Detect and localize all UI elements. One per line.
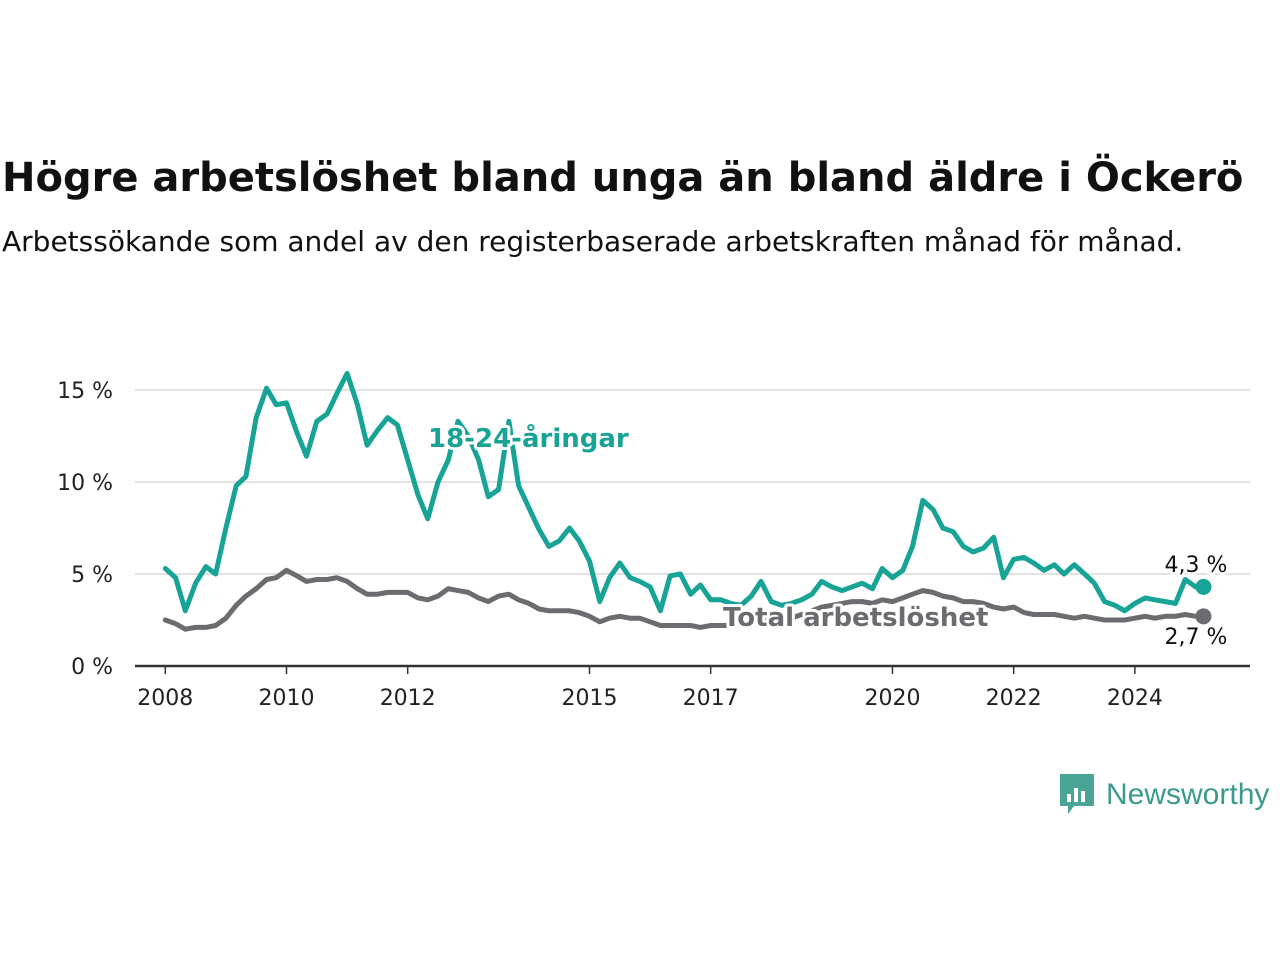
end-value-label-total: 2,7 % bbox=[1165, 625, 1228, 650]
series-line-total bbox=[162, 567, 1198, 632]
y-tick-label: 5 % bbox=[71, 563, 113, 588]
series-endpoint-youth bbox=[1195, 578, 1212, 595]
series-label-total: Total arbetslöshet bbox=[723, 603, 988, 633]
chart-title: Högre arbetslöshet bland unga än bland ä… bbox=[2, 155, 1244, 201]
x-tick-label: 2020 bbox=[864, 686, 920, 711]
series-endpoint-total bbox=[1195, 608, 1212, 625]
x-tick-label: 2017 bbox=[683, 686, 739, 711]
brand-name: Newsworthy bbox=[1106, 778, 1270, 811]
y-tick-label: 15 % bbox=[57, 379, 113, 404]
grid-lines bbox=[135, 389, 1250, 575]
x-tick-label: 2008 bbox=[137, 686, 193, 711]
series-label-youth: 18-24-åringar bbox=[428, 422, 629, 454]
x-tick-label: 2015 bbox=[561, 686, 617, 711]
x-tick-label: 2010 bbox=[258, 686, 314, 711]
newsworthy-logo: Newsworthy bbox=[1058, 772, 1269, 818]
newsworthy-logo-icon bbox=[1060, 774, 1094, 814]
y-axis: 0 % 5 % 10 % 15 % bbox=[57, 379, 113, 680]
y-tick-label: 0 % bbox=[71, 655, 113, 680]
x-axis: 2008 2010 2012 2015 2017 2020 2022 2024 bbox=[135, 664, 1250, 711]
end-value-label-youth: 4,3 % bbox=[1165, 553, 1228, 578]
x-tick-label: 2012 bbox=[380, 686, 436, 711]
series-group bbox=[162, 370, 1212, 632]
y-tick-label: 10 % bbox=[57, 471, 113, 496]
x-tick-label: 2022 bbox=[986, 686, 1042, 711]
series-line-youth bbox=[162, 370, 1198, 614]
chart-subtitle: Arbetssökande som andel av den registerb… bbox=[2, 225, 1184, 258]
series-labels: 18-24-åringar Total arbetslöshet 4,3 % 2,7 … bbox=[425, 419, 1230, 653]
x-tick-label: 2024 bbox=[1107, 686, 1163, 711]
